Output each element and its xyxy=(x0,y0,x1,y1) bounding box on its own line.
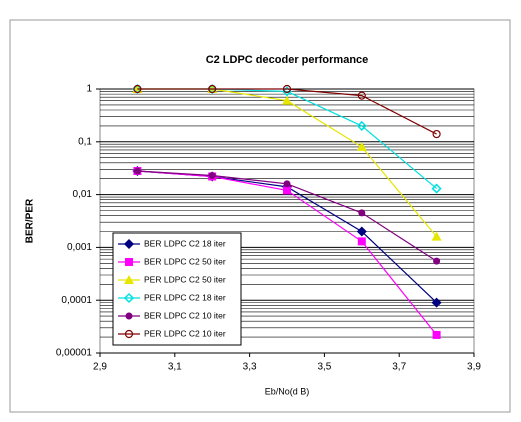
y-tick-label: 1 xyxy=(86,84,92,95)
y-tick-label: 0,0001 xyxy=(61,295,92,306)
series-line xyxy=(137,88,437,135)
legend-marker xyxy=(125,258,133,266)
y-tick-label: 0,001 xyxy=(67,242,92,253)
marker xyxy=(357,91,366,100)
marker xyxy=(208,172,216,180)
legend: BER LDPC C2 18 iter BER LDPC C2 50 iter PE… xyxy=(112,232,242,346)
legend-label: BER LDPC C2 18 iter xyxy=(144,238,226,248)
y-axis-label: BER/PER xyxy=(25,198,36,243)
marker xyxy=(431,183,442,194)
legend-label: PER LDPC C2 18 iter xyxy=(144,292,226,302)
legend-marker xyxy=(124,239,134,249)
marker xyxy=(133,167,141,175)
marker xyxy=(431,231,442,241)
marker xyxy=(431,297,442,308)
marker xyxy=(283,180,291,188)
marker xyxy=(282,84,292,94)
legend-marker xyxy=(123,292,135,304)
legend-marker xyxy=(124,275,134,284)
x-tick-label: 3,3 xyxy=(243,362,257,373)
legend-label: BER LDPC C2 10 iter xyxy=(144,310,226,320)
marker xyxy=(357,237,366,246)
y-tick-label: 0,1 xyxy=(78,136,92,147)
marker xyxy=(432,330,441,339)
y-tick-label: 0,01 xyxy=(73,189,93,200)
legend-box xyxy=(112,232,242,346)
marker xyxy=(433,257,441,265)
marker xyxy=(356,141,367,151)
marker xyxy=(356,120,367,131)
legend-marker xyxy=(125,312,133,320)
chart-title: C2 LDPC decoder performance xyxy=(206,54,369,66)
x-tick-label: 3,7 xyxy=(392,362,406,373)
y-tick-label: 0,00001 xyxy=(56,348,93,359)
marker xyxy=(283,186,291,195)
x-tick-label: 3,1 xyxy=(168,362,182,373)
x-tick-label: 3,9 xyxy=(467,362,481,373)
x-tick-label: 2,9 xyxy=(93,362,107,373)
marker xyxy=(432,129,441,139)
x-axis-label: Eb/No(d B) xyxy=(265,386,310,396)
marker xyxy=(282,95,292,105)
legend-label: PER LDPC C2 50 iter xyxy=(144,274,226,284)
marker xyxy=(356,226,367,237)
marker xyxy=(133,84,142,94)
x-tick-label: 3,5 xyxy=(317,362,331,373)
legend-label: PER LDPC C2 10 iter xyxy=(144,328,226,338)
marker xyxy=(358,209,366,217)
legend-label: BER LDPC C2 50 iter xyxy=(144,256,226,266)
marker xyxy=(208,84,217,94)
legend-marker xyxy=(124,329,134,339)
